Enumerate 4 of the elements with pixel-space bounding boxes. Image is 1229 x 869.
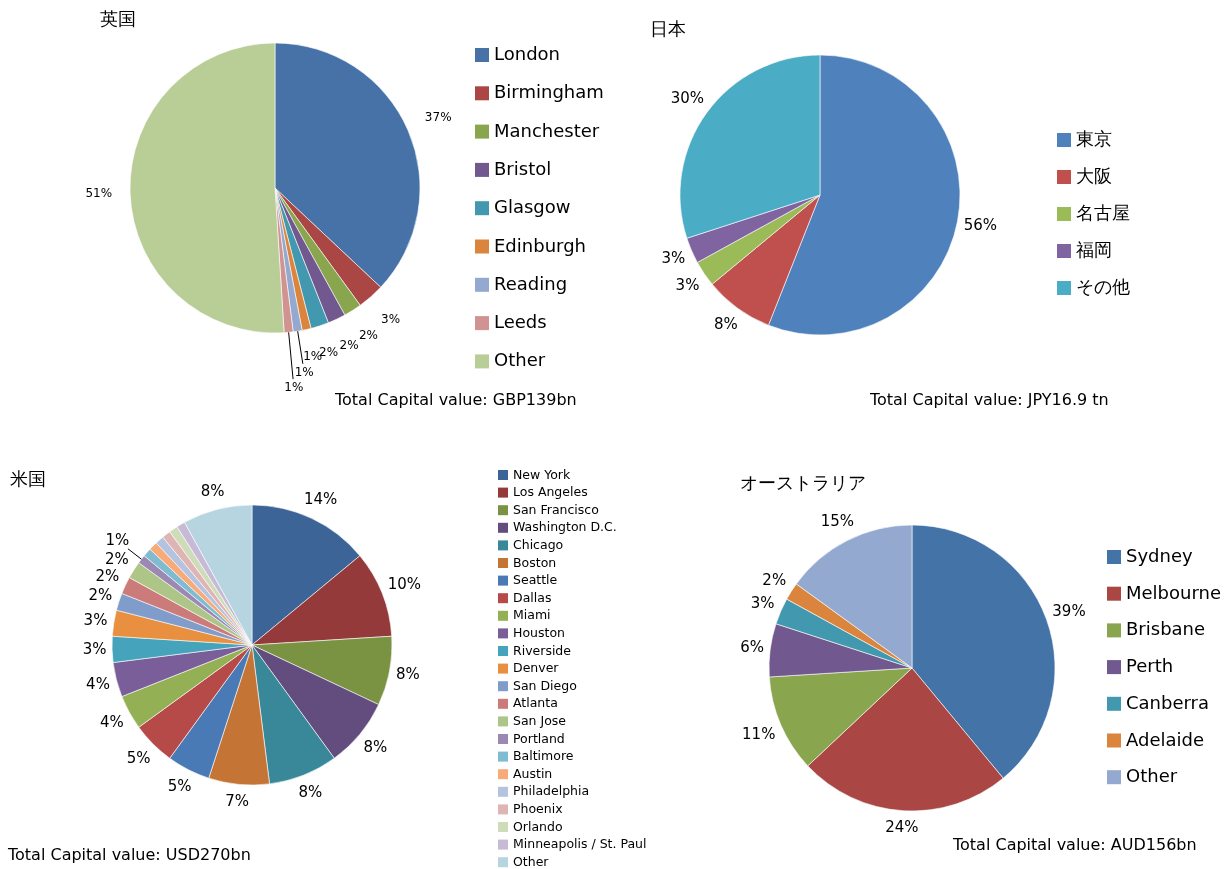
title: 日本 xyxy=(650,18,686,39)
title: 米国 xyxy=(10,468,46,489)
title: オーストラリア xyxy=(740,472,866,493)
title: 英国 xyxy=(100,8,136,29)
